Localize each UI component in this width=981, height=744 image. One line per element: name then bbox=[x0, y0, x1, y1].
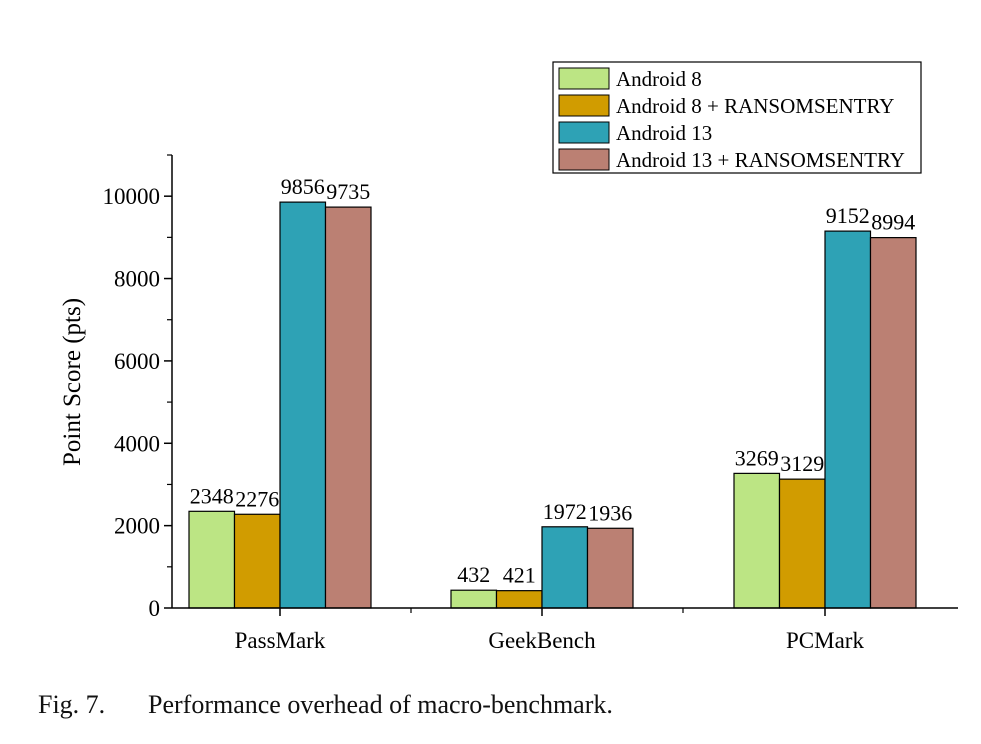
bar bbox=[541, 526, 589, 609]
bar bbox=[824, 230, 872, 609]
bar-value-label: 8994 bbox=[871, 210, 915, 235]
caption-number: Fig. 7. bbox=[38, 690, 106, 719]
bar-value-label: 9152 bbox=[826, 203, 870, 228]
bar-value-label: 421 bbox=[503, 563, 536, 588]
x-tick-label: GeekBench bbox=[488, 628, 596, 653]
caption-text: Performance overhead of macro-benchmark. bbox=[148, 690, 613, 719]
legend-label: Android 13 + RANSOMSENTRY bbox=[616, 148, 905, 172]
bar-value-label: 9735 bbox=[326, 179, 370, 204]
bar bbox=[233, 513, 281, 609]
legend-swatch bbox=[558, 148, 610, 171]
bar-value-label: 2348 bbox=[190, 483, 234, 508]
bar-value-label: 432 bbox=[457, 562, 490, 587]
y-tick-label: 6000 bbox=[114, 349, 160, 374]
y-axis-label: Point Score (pts) bbox=[59, 298, 86, 466]
legend: Android 8 Android 8 + RANSOMSENTRY Android… bbox=[552, 61, 922, 174]
bar-value-label: 9856 bbox=[281, 174, 325, 199]
x-tick-label: PassMark bbox=[235, 628, 326, 653]
y-tick-label: 2000 bbox=[114, 514, 160, 539]
y-tick-label: 10000 bbox=[103, 184, 161, 209]
legend-label: Android 8 bbox=[616, 67, 702, 91]
bar bbox=[495, 590, 543, 609]
bar bbox=[733, 472, 781, 609]
bar bbox=[869, 237, 917, 609]
axes-group: 0 2000 4000 6000 8000 10000 PassMark GeekBench P… bbox=[103, 154, 958, 653]
figure-caption: Fig. 7. Performance overhead of macro-ben… bbox=[38, 690, 613, 720]
bar-value-label: 1936 bbox=[588, 500, 632, 525]
bar-value-label: 1972 bbox=[543, 499, 587, 524]
y-tick-label: 8000 bbox=[114, 267, 160, 292]
bar bbox=[778, 478, 826, 609]
bar bbox=[279, 201, 327, 609]
bar-labels-group: 2348 2276 9856 9735 432 421 1972 1936 3269 3129 91… bbox=[190, 174, 916, 588]
bar bbox=[586, 527, 634, 609]
bars-group bbox=[188, 201, 917, 609]
bar-value-label: 3269 bbox=[735, 445, 779, 470]
bar bbox=[450, 589, 498, 609]
y-tick-label: 0 bbox=[149, 596, 161, 621]
bar-value-label: 2276 bbox=[235, 486, 279, 511]
bar-value-label: 3129 bbox=[780, 451, 824, 476]
bar bbox=[324, 206, 372, 609]
legend-label: Android 8 + RANSOMSENTRY bbox=[616, 94, 894, 118]
bar-chart: 2348 2276 9856 9735 432 421 1972 1936 3269 3129 91… bbox=[59, 61, 958, 653]
legend-swatch bbox=[558, 94, 610, 117]
legend-swatch bbox=[558, 121, 610, 144]
legend-swatch bbox=[558, 67, 610, 90]
y-tick-label: 4000 bbox=[114, 431, 160, 456]
legend-label: Android 13 bbox=[616, 121, 712, 145]
x-tick-label: PCMark bbox=[786, 628, 864, 653]
legend-box bbox=[552, 61, 922, 174]
bar bbox=[188, 510, 236, 609]
